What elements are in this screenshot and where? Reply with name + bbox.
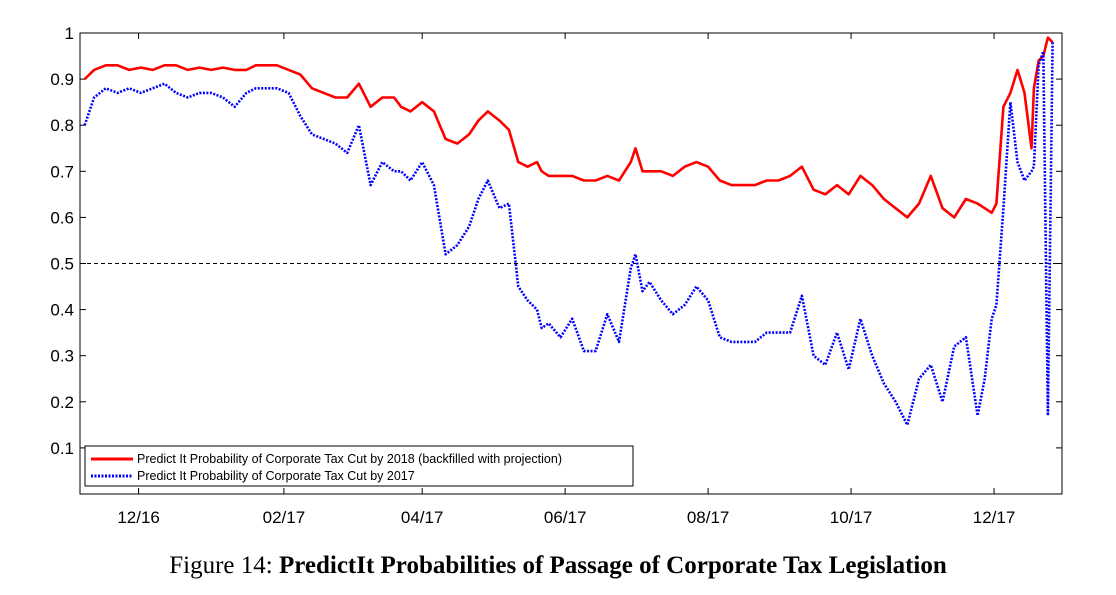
y-tick-label: 0.2 (50, 393, 74, 412)
y-tick-label: 1 (65, 24, 74, 43)
caption-label: Figure 14: (169, 552, 273, 579)
y-tick-label: 0.6 (50, 208, 74, 227)
x-tick-label: 12/16 (117, 508, 160, 527)
y-tick-label: 0.1 (50, 439, 74, 458)
y-tick-label: 0.8 (50, 116, 74, 135)
y-tick-label: 0.5 (50, 255, 74, 274)
y-tick-label: 0.9 (50, 70, 74, 89)
y-tick-label: 0.7 (50, 162, 74, 181)
legend-label-2017: Predict It Probability of Corporate Tax … (137, 469, 415, 483)
caption-title: PredictIt Probabilities of Passage of Co… (278, 552, 947, 579)
x-tick-label: 08/17 (687, 508, 730, 527)
y-tick-label: 0.4 (50, 301, 74, 320)
series-line-2018 (83, 36, 1054, 219)
y-tick-label: 0.3 (50, 347, 74, 366)
x-tick-label: 02/17 (263, 508, 306, 527)
legend-box (84, 445, 634, 487)
line-chart: 0.1 0.2 0.3 0.4 0.5 0.6 0.7 0.8 0.9 1 12/16 02/17 0… (50, 24, 1063, 527)
legend: Predict It Probability of Corporate Tax … (84, 445, 634, 487)
x-tick-label: 06/17 (544, 508, 587, 527)
x-axis: 12/16 02/17 04/17 06/17 08/17 10/17 12/17 (117, 33, 1015, 527)
x-tick-label: 12/17 (973, 508, 1016, 527)
figure-caption: Figure 14: PredictIt Probabilities of Pa… (0, 552, 1116, 580)
x-tick-label: 04/17 (401, 508, 444, 527)
x-tick-label: 10/17 (830, 508, 873, 527)
series-line-2017 (83, 42, 1054, 427)
legend-label-2018: Predict It Probability of Corporate Tax … (137, 452, 562, 466)
series-layer (83, 36, 1054, 427)
y-axis: 0.1 0.2 0.3 0.4 0.5 0.6 0.7 0.8 0.9 1 (50, 24, 1062, 458)
